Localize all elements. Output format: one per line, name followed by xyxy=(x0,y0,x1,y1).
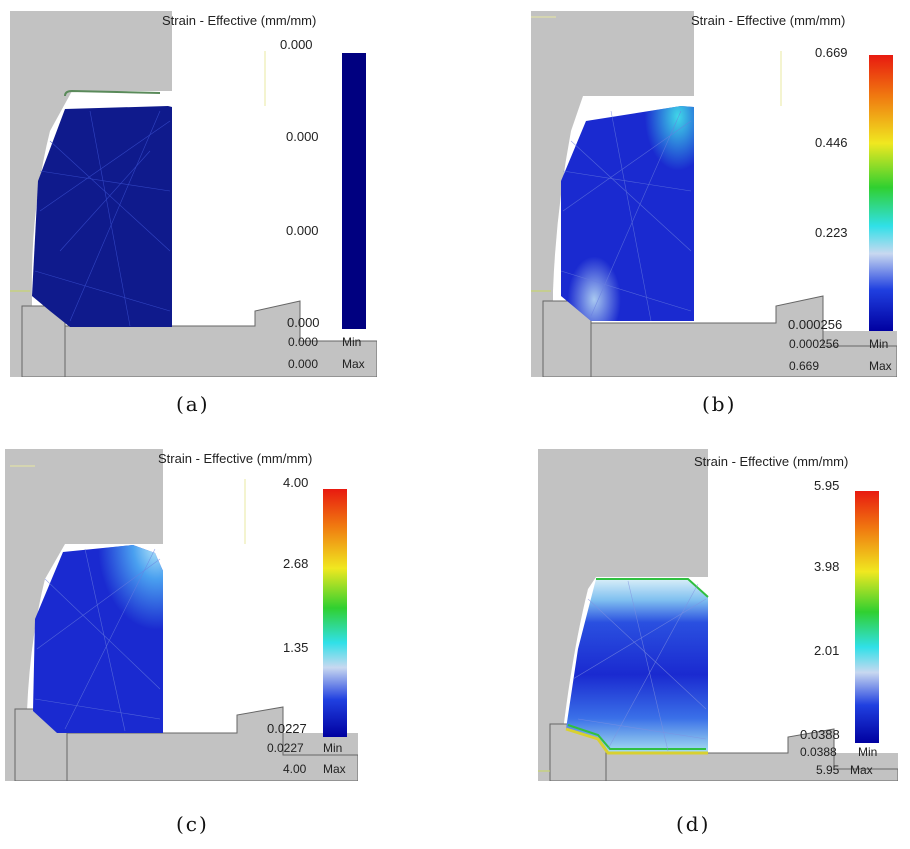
min-label-b: Min xyxy=(869,337,889,351)
tick-a-1: 0.000 xyxy=(286,129,319,144)
legend-title-c: Strain - Effective (mm/mm) xyxy=(158,451,313,466)
simulation-view-a xyxy=(10,11,377,377)
workpiece-d xyxy=(566,579,708,753)
tick-b-3: 0.000256 xyxy=(788,317,843,332)
min-value-b: 0.000256 xyxy=(789,337,840,351)
tick-c-0: 4.00 xyxy=(283,475,309,490)
caption-a: (a) xyxy=(176,392,210,416)
min-label-d: Min xyxy=(858,745,878,759)
caption-c: (c) xyxy=(176,812,209,836)
legend-title-b: Strain - Effective (mm/mm) xyxy=(691,13,846,28)
panel-d: Strain - Effective (mm/mm) 5.95 3.98 2.0… xyxy=(538,449,898,781)
panel-a: Strain - Effective (mm/mm) 0.000 0.000 0… xyxy=(10,11,377,377)
tick-b-1: 0.446 xyxy=(815,135,848,150)
tick-d-2: 2.01 xyxy=(814,643,840,658)
min-value-a: 0.000 xyxy=(288,335,319,349)
tick-c-1: 2.68 xyxy=(283,556,309,571)
panel-c: Strain - Effective (mm/mm) 4.00 2.68 1.3… xyxy=(5,449,358,781)
colorbar-c xyxy=(323,489,347,737)
max-label-c: Max xyxy=(323,762,346,776)
caption-b: (b) xyxy=(702,392,737,416)
legend-title-a: Strain - Effective (mm/mm) xyxy=(162,13,317,28)
min-label-a: Min xyxy=(342,335,362,349)
tick-d-0: 5.95 xyxy=(814,478,840,493)
max-value-d: 5.95 xyxy=(816,763,840,777)
panel-b: Strain - Effective (mm/mm) 0.669 0.446 0… xyxy=(531,11,897,377)
tick-d-1: 3.98 xyxy=(814,559,840,574)
max-value-b: 0.669 xyxy=(789,359,820,373)
workpiece-a xyxy=(32,106,172,327)
colorbar-b xyxy=(869,55,893,331)
colorbar-a xyxy=(342,53,366,329)
tick-d-3: 0.0388 xyxy=(800,727,840,742)
max-value-a: 0.000 xyxy=(288,357,319,371)
min-label-c: Min xyxy=(323,741,343,755)
max-label-b: Max xyxy=(869,359,892,373)
tick-c-3: 0.0227 xyxy=(267,721,307,736)
max-label-a: Max xyxy=(342,357,365,371)
simulation-view-b xyxy=(531,11,897,377)
min-value-d: 0.0388 xyxy=(800,745,837,759)
min-value-c: 0.0227 xyxy=(267,741,304,755)
caption-d: (d) xyxy=(676,812,711,836)
tick-a-0: 0.000 xyxy=(280,37,313,52)
colorbar-d xyxy=(855,491,879,743)
max-value-c: 4.00 xyxy=(283,762,307,776)
tick-a-3: 0.000 xyxy=(287,315,320,330)
max-label-d: Max xyxy=(850,763,873,777)
tick-a-2: 0.000 xyxy=(286,223,319,238)
legend-title-d: Strain - Effective (mm/mm) xyxy=(694,454,849,469)
tick-b-2: 0.223 xyxy=(815,225,848,240)
tick-b-0: 0.669 xyxy=(815,45,848,60)
simulation-view-d xyxy=(538,449,898,781)
tick-c-2: 1.35 xyxy=(283,640,309,655)
